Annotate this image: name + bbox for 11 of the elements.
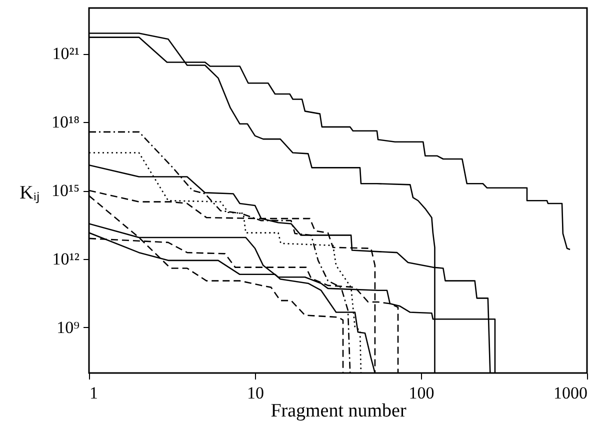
x-tick-label: 1 — [90, 384, 98, 402]
y-tick-label: 10¹² — [52, 249, 80, 268]
x-axis-title: Fragment number — [270, 400, 407, 422]
y-tick-label: 10⁹ — [56, 318, 80, 337]
y-tick-label: 10¹⁵ — [51, 181, 80, 200]
y-tick-label: 10²¹ — [52, 44, 80, 64]
y-axis-title: Kᵢⱼ — [20, 182, 40, 204]
x-tick-label: 100 — [408, 384, 434, 402]
y-tick-label: 10¹⁸ — [51, 112, 80, 132]
x-tick-label: 1000 — [554, 384, 588, 402]
x-tick-label: 10 — [247, 384, 264, 402]
